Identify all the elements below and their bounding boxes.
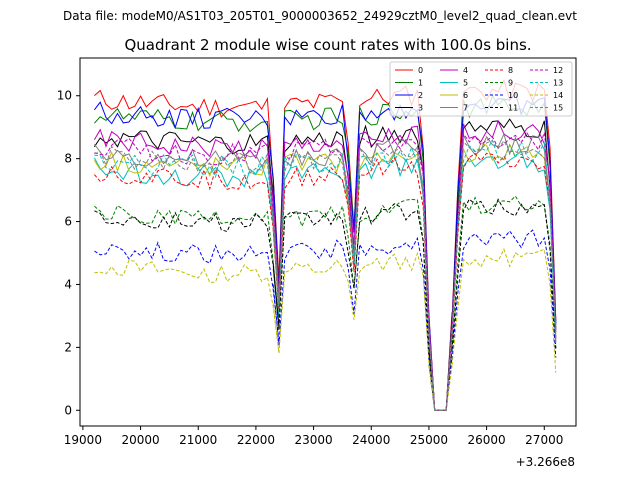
y-tick-label: 2: [64, 340, 72, 354]
series-line-14: [94, 247, 557, 411]
y-tick-label: 10: [57, 89, 72, 103]
series-line-13: [94, 138, 557, 411]
legend-label-9: 9: [508, 79, 513, 88]
series-line-6: [93, 142, 557, 411]
legend-label-13: 13: [553, 79, 563, 88]
legend-label-3: 3: [418, 104, 423, 113]
series-line-5: [93, 150, 557, 411]
legend-label-6: 6: [463, 91, 468, 100]
legend-label-12: 12: [553, 66, 563, 75]
legend-label-15: 15: [553, 104, 563, 113]
legend-label-2: 2: [418, 91, 423, 100]
x-tick-label: 26000: [468, 433, 506, 447]
legend-label-5: 5: [463, 79, 468, 88]
legend-box: [389, 61, 573, 117]
series-line-9: [94, 195, 557, 411]
chart-title: Quadrant 2 module wise count rates with …: [124, 36, 531, 54]
datafile-text: Data file: modeM0/AS1T03_205T01_90000036…: [63, 9, 577, 23]
series-line-10: [94, 229, 557, 411]
y-tick-label: 4: [64, 277, 72, 291]
x-tick-label: 25000: [410, 433, 448, 447]
x-tick-label: 24000: [352, 433, 390, 447]
y-tick-label: 6: [64, 215, 72, 229]
x-tick-label: 23000: [294, 433, 332, 447]
x-tick-label: 22000: [237, 433, 275, 447]
legend-label-0: 0: [418, 66, 423, 75]
legend-label-8: 8: [508, 66, 513, 75]
x-tick-label: 21000: [179, 433, 217, 447]
legend-label-14: 14: [553, 91, 563, 100]
y-tick-label: 8: [64, 152, 72, 166]
x-tick-label: 19000: [64, 433, 102, 447]
legend-label-10: 10: [508, 91, 518, 100]
series-line-12: [94, 132, 557, 411]
plot-area-frame: [79, 57, 577, 427]
x-tick-label: 27000: [525, 433, 563, 447]
legend-label-7: 7: [463, 104, 468, 113]
y-tick-label: 0: [64, 403, 72, 417]
legend-label-1: 1: [418, 79, 423, 88]
series-line-2: [94, 91, 557, 411]
x-tick-label: 20000: [121, 433, 159, 447]
series-line-8: [94, 152, 557, 411]
tick-layer: 19000 20000 21000 22000 23000 24000 25000 26000…: [57, 89, 564, 447]
legend-label-11: 11: [508, 104, 518, 113]
series-layer: [93, 78, 557, 411]
legend-label-4: 4: [463, 66, 468, 75]
series-line-11: [94, 198, 557, 411]
x-offset-label: +3.266e8: [516, 455, 575, 469]
